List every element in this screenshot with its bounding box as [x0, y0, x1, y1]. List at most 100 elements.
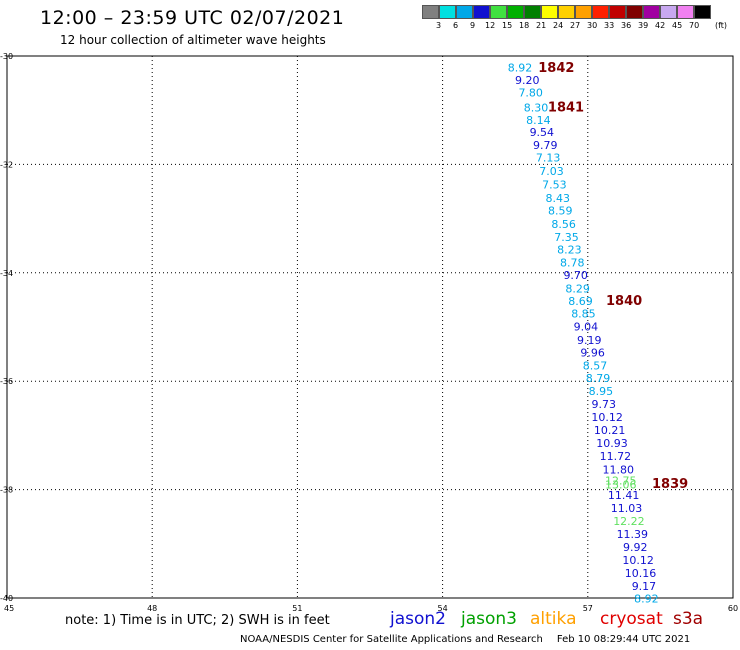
wave-height-point: 9.19: [577, 334, 602, 347]
legend-swatch: [524, 5, 541, 19]
legend-swatch: [439, 5, 456, 19]
legend-swatch: [660, 5, 677, 19]
pass-time-label: 1842: [538, 61, 574, 76]
wave-height-point: 8.92: [508, 61, 533, 74]
legend-swatch: [456, 5, 473, 19]
legend-label: 42: [655, 21, 666, 30]
legend-label: 3: [436, 21, 442, 30]
wave-height-point: 7.03: [539, 165, 564, 178]
legend-swatch: [473, 5, 490, 19]
pass-time-label: 1840: [606, 294, 642, 309]
legend-label: 12: [485, 21, 496, 30]
wave-height-point: 9.73: [592, 398, 617, 411]
legend-label: 15: [502, 21, 513, 30]
wave-height-point: 13.06: [605, 479, 637, 492]
legend-swatch: [422, 5, 439, 19]
pass-time-label: 1839: [652, 477, 688, 492]
wave-height-point: 8.79: [586, 372, 611, 385]
wave-height-point: 8.85: [571, 307, 596, 320]
wave-height-point: 8.59: [548, 204, 573, 217]
page-subtitle: 12 hour collection of altimeter wave hei…: [60, 33, 326, 47]
satellite-cryosat: cryosat: [600, 609, 663, 629]
legend-swatch: [677, 5, 694, 19]
legend-label: 21: [536, 21, 547, 30]
wave-height-point: 9.04: [574, 320, 599, 333]
latitude-tick-label: -40: [0, 594, 13, 603]
credit-timestamp: Feb 10 08:29:44 UTC 2021: [556, 634, 691, 645]
latitude-tick-label: -30: [0, 52, 13, 61]
wave-height-point: 9.54: [530, 126, 555, 139]
satellite-altika: altika: [530, 609, 577, 629]
legend-label: 45: [672, 21, 683, 30]
page-title: 12:00 – 23:59 UTC 02/07/2021: [40, 7, 345, 29]
legend-label: 9: [470, 21, 476, 30]
wave-height-point: 9.70: [563, 269, 588, 282]
color-scale-labels: 3 6 9 12 15 18 21 24 27 30 33 36 39 42 45 70 (ft): [422, 21, 740, 33]
longitude-tick-label: 54: [438, 604, 448, 613]
wave-height-point: 7.35: [554, 231, 579, 244]
wave-height-point: 9.17: [632, 580, 657, 593]
map-frame: [6, 55, 734, 599]
wave-height-point: 9.92: [623, 541, 648, 554]
latitude-tick-label: -38: [0, 486, 13, 495]
wave-height-point: 10.16: [625, 567, 657, 580]
credit-text: NOAA/NESDIS Center for Satellite Applica…: [240, 634, 543, 645]
wave-height-point: 8.69: [568, 295, 593, 308]
legend-swatch: [575, 5, 592, 19]
legend-unit: (ft): [715, 21, 728, 30]
longitude-tick-label: 51: [292, 604, 302, 613]
longitude-tick-label: 60: [728, 604, 738, 613]
legend-label: 36: [621, 21, 632, 30]
wave-height-point: 11.80: [603, 464, 635, 477]
wave-height-point: 9.96: [580, 346, 605, 359]
latitude-tick-label: -36: [0, 377, 13, 386]
wave-height-point: 7.13: [536, 151, 561, 164]
legend-swatch: [490, 5, 507, 19]
wave-height-point: 10.12: [591, 411, 623, 424]
wave-height-point: 8.30: [524, 101, 549, 114]
wave-height-point: 10.12: [622, 554, 654, 567]
satellite-jason2: jason2: [390, 609, 446, 629]
legend-label: 30: [587, 21, 598, 30]
legend-label: 24: [553, 21, 564, 30]
legend-swatch: [592, 5, 609, 19]
wave-height-point: 10.93: [596, 437, 628, 450]
wave-height-point: 7.53: [542, 178, 567, 191]
legend-label: 70: [689, 21, 700, 30]
legend-swatch: [541, 5, 558, 19]
footer-note: note: 1) Time is in UTC; 2) SWH is in fe…: [65, 613, 330, 628]
legend-swatch: [694, 5, 711, 19]
wave-height-point: 8.95: [589, 385, 614, 398]
latitude-tick-label: -32: [0, 160, 13, 169]
wave-height-point: 11.72: [600, 450, 632, 463]
legend-label: 39: [638, 21, 649, 30]
wave-height-point: 8.92: [634, 593, 659, 606]
wave-height-point: 9.79: [533, 139, 558, 152]
legend-swatch: [507, 5, 524, 19]
legend-label: 27: [570, 21, 581, 30]
legend-swatch: [643, 5, 660, 19]
satellite-s3a: s3a: [673, 609, 704, 629]
wave-height-point: 8.43: [546, 192, 571, 205]
legend-label: 18: [519, 21, 530, 30]
wave-height-point: 10.21: [594, 424, 626, 437]
longitude-tick-label: 45: [4, 604, 14, 613]
legend-swatch: [609, 5, 626, 19]
pass-time-label: 1841: [548, 100, 584, 115]
legend-label: 6: [453, 21, 459, 30]
wave-height-point: 12.22: [613, 515, 645, 528]
legend-label: 33: [604, 21, 615, 30]
wave-height-point: 8.14: [526, 114, 551, 127]
latitude-tick-label: -34: [0, 269, 13, 278]
wave-height-point: 11.41: [608, 489, 640, 502]
color-scale-legend: [422, 5, 711, 19]
wave-height-point: 8.23: [557, 243, 582, 256]
satellite-jason3: jason3: [461, 609, 517, 629]
wave-height-point: 8.78: [560, 257, 585, 270]
wave-height-point: 8.57: [583, 359, 608, 372]
legend-swatch: [558, 5, 575, 19]
longitude-tick-label: 48: [147, 604, 157, 613]
wave-height-point: 9.20: [515, 74, 540, 87]
wave-height-point: 11.03: [611, 502, 643, 515]
